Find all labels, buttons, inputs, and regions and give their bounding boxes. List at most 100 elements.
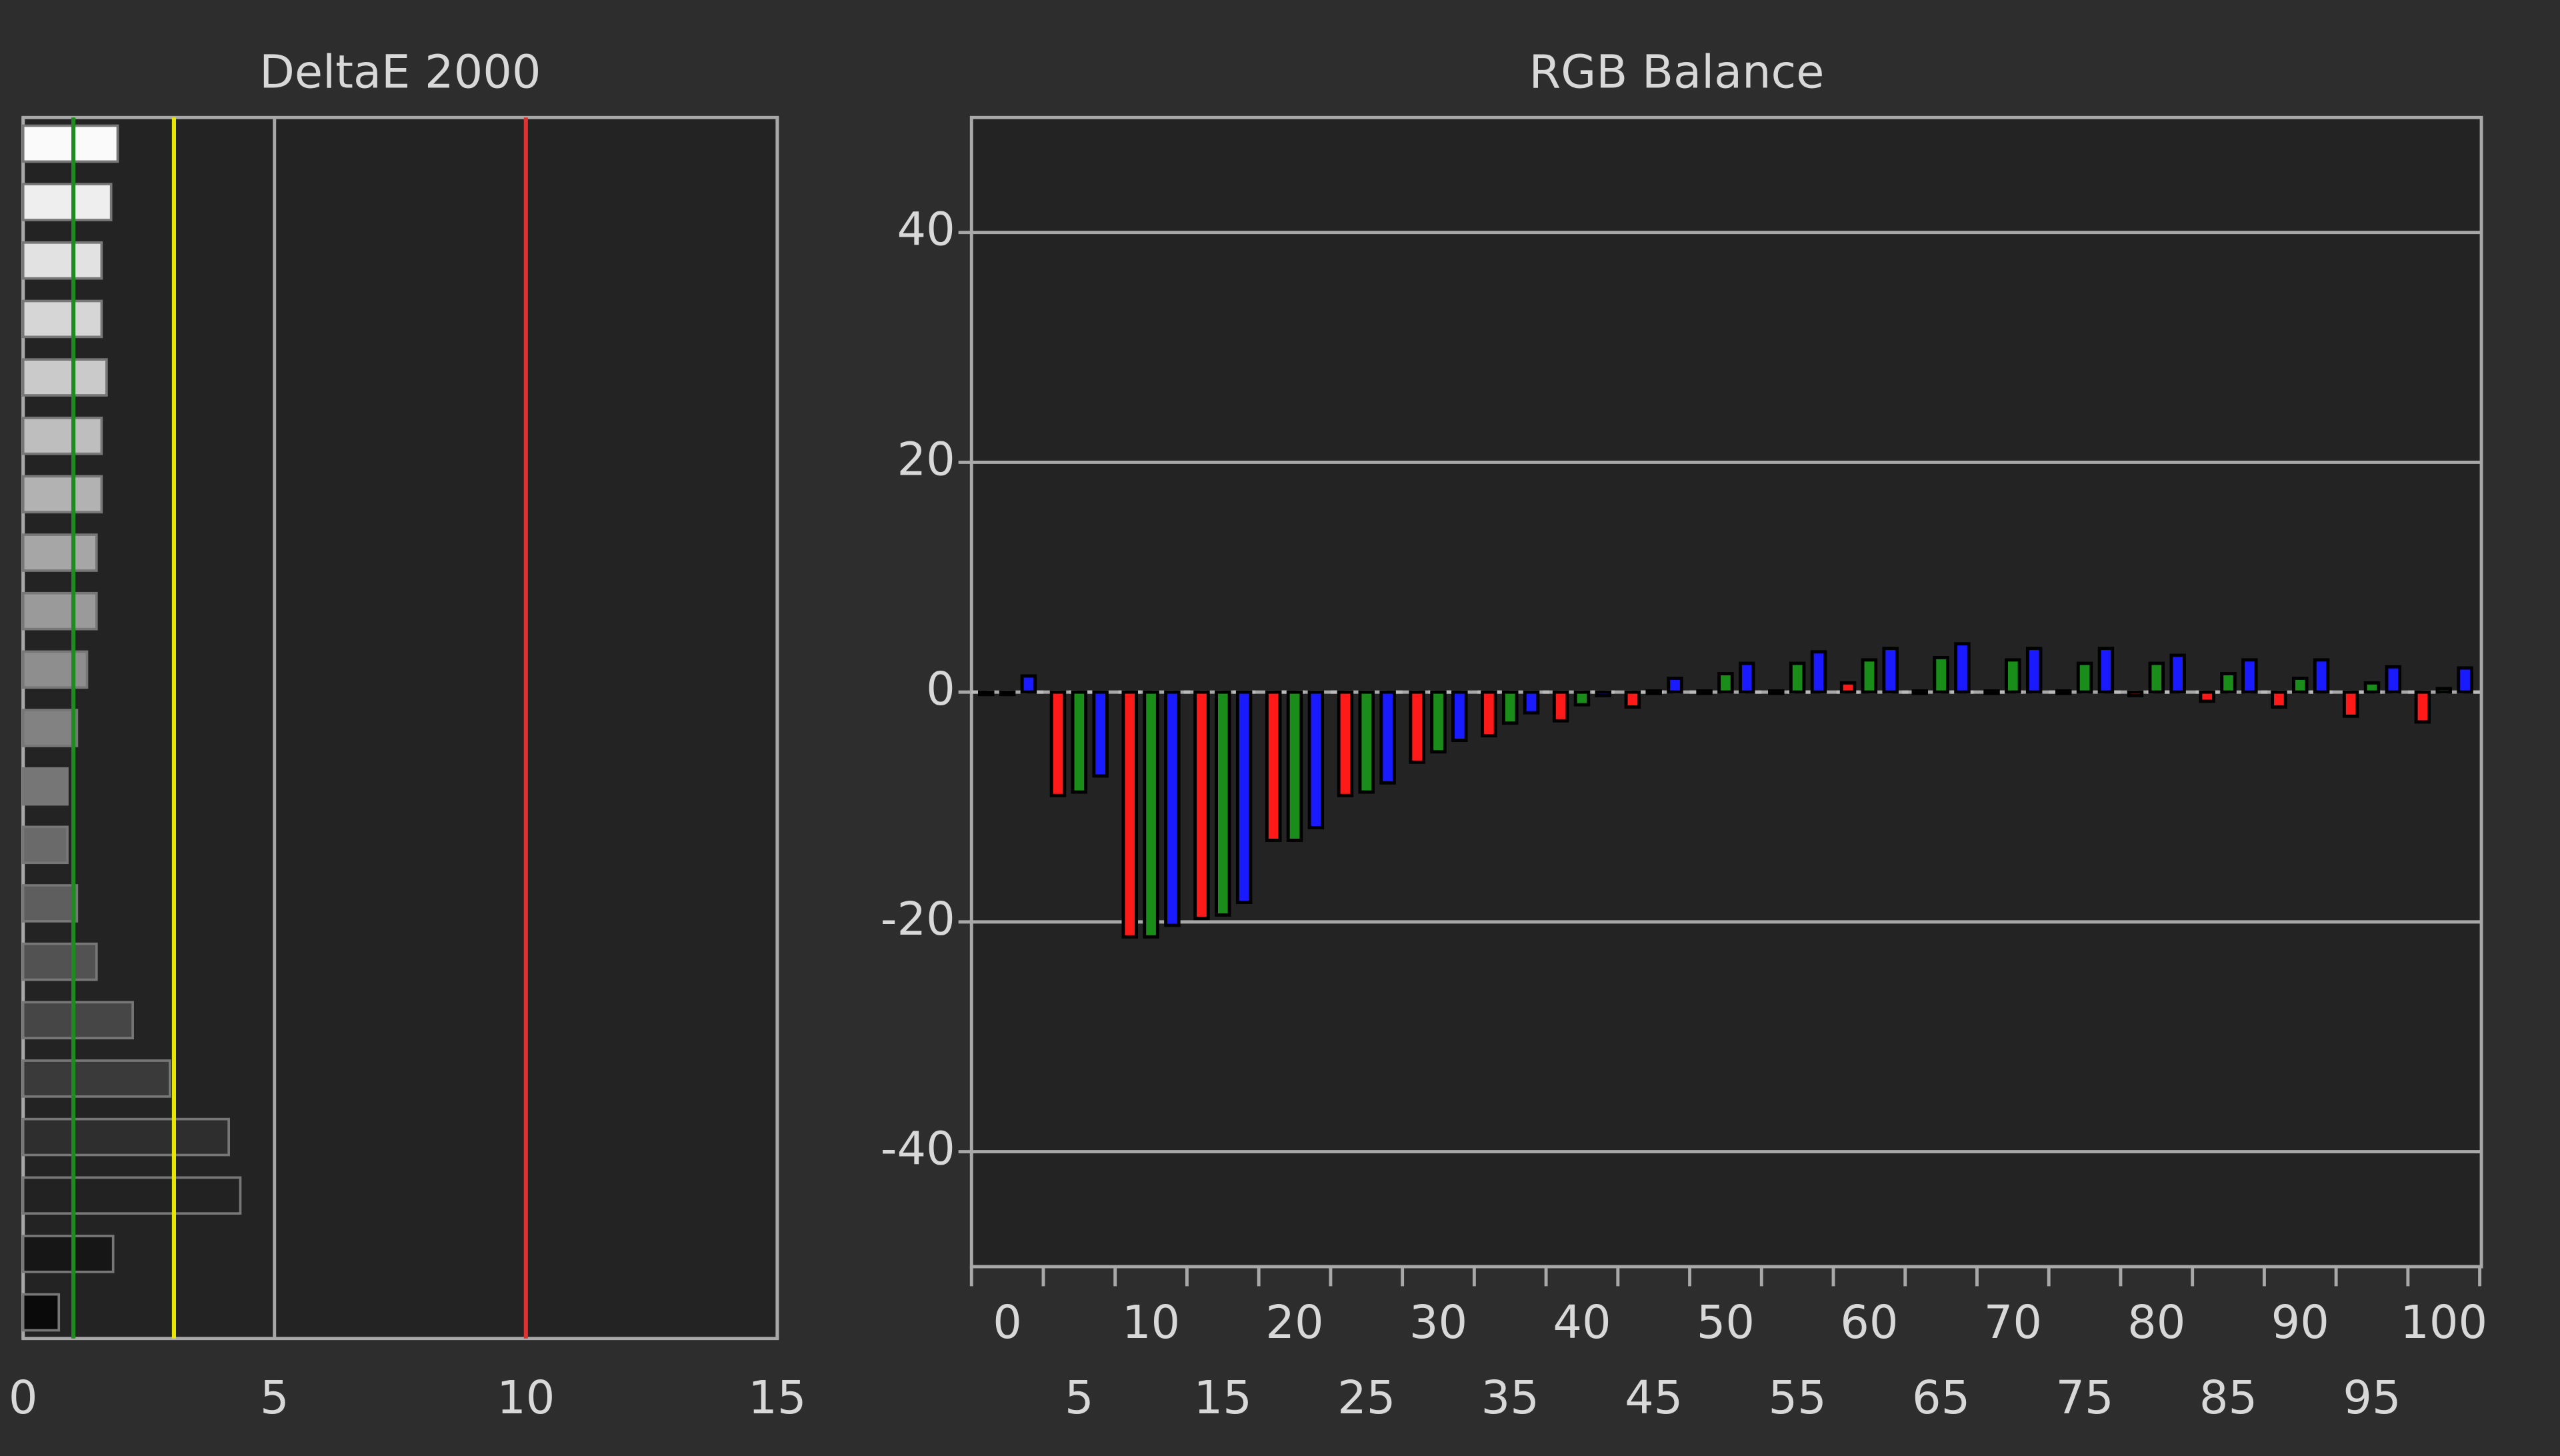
x-tick-label: 5 [1065,1371,1094,1425]
bar [2313,658,2330,694]
x-tick-label: 90 [2271,1296,2329,1349]
bar [21,1176,242,1215]
bar [1624,690,1641,709]
bar [1882,647,1899,694]
x-tick-label: 75 [2055,1371,2113,1425]
bar [21,533,98,572]
bar [2055,689,2072,695]
bar [21,591,98,631]
bar [1143,690,1159,939]
x-tick-label: 100 [2400,1296,2487,1349]
x-tick-label: 35 [1481,1371,1539,1425]
bar [1286,690,1303,842]
bar [1810,650,1827,694]
bar [2005,658,2021,694]
bar [1768,689,1785,695]
bar [2457,666,2473,694]
x-tick-label: 40 [1553,1296,1611,1349]
bar [1954,642,1971,694]
bar [1667,677,1683,694]
bar [1717,672,1734,694]
x-tick-label: 95 [2343,1371,2401,1425]
bar [21,884,79,923]
bar [1121,690,1138,939]
x-tick-label: 20 [1265,1296,1323,1349]
x-tick-label: 10 [497,1371,555,1425]
bar [1235,690,1253,905]
bar [1739,661,1755,694]
bar [21,241,103,280]
x-tick-label: 5 [260,1371,289,1425]
bar [1193,690,1210,921]
x-tick-label: 10 [1122,1296,1180,1349]
bar [2385,665,2402,694]
bar [2241,658,2258,694]
bar [2271,690,2287,709]
bar [2097,647,2115,694]
bar [2127,690,2144,697]
bar [21,650,89,689]
x-tick-label: 15 [1194,1371,1252,1425]
bar [999,690,1016,697]
bar [1049,690,1067,797]
bar [2025,647,2043,694]
x-tick-label: 65 [1912,1371,1970,1425]
bar [21,124,119,163]
bar [2148,661,2165,694]
x-tick-label: 30 [1409,1296,1467,1349]
bar [1379,690,1396,785]
bar [1789,661,1806,694]
bar [1092,690,1109,778]
bar [1164,690,1181,927]
chart-title: RGB Balance [1529,46,1824,99]
bar [21,1001,134,1040]
bar [2435,687,2452,694]
bar [21,1293,61,1332]
x-tick-label: 85 [2199,1371,2257,1425]
bar [1358,690,1375,794]
chart-title: DeltaE 2000 [259,46,541,99]
x-tick-label: 0 [993,1296,1022,1349]
bar [21,1059,171,1098]
x-tick-label: 70 [1984,1296,2042,1349]
bar [21,825,69,865]
x-tick-label: 60 [1840,1296,1898,1349]
bar [1409,690,1425,764]
bar [21,416,103,455]
bar [1337,690,1354,797]
y-tick-label: 20 [897,433,955,486]
y-tick-label: -40 [881,1123,955,1176]
bar [1020,674,1037,694]
bar [1481,690,1497,738]
bar [1523,690,1540,715]
bar [2414,690,2431,724]
bar [21,358,108,397]
bar [1552,690,1569,723]
bar [1861,658,1878,694]
x-tick-label: 55 [1769,1371,1827,1425]
bar [1451,690,1468,742]
bar [21,475,103,514]
bar [21,709,79,747]
bar [2342,690,2359,718]
x-tick-label: 25 [1337,1371,1395,1425]
bar [1983,689,2000,695]
y-tick-label: 40 [897,203,955,257]
bar [1307,690,1325,829]
bar [1430,690,1447,754]
bar [2363,681,2381,694]
bar [2292,677,2309,694]
bar [1839,681,1857,694]
bar [21,1117,230,1157]
bar [2076,661,2093,694]
x-tick-label: 0 [9,1371,38,1425]
bar [21,767,69,806]
x-tick-label: 80 [2127,1296,2185,1349]
x-tick-label: 15 [748,1371,806,1425]
bar [21,942,98,981]
x-tick-label: 45 [1625,1371,1683,1425]
bar [1215,690,1231,917]
bar [1501,690,1519,725]
